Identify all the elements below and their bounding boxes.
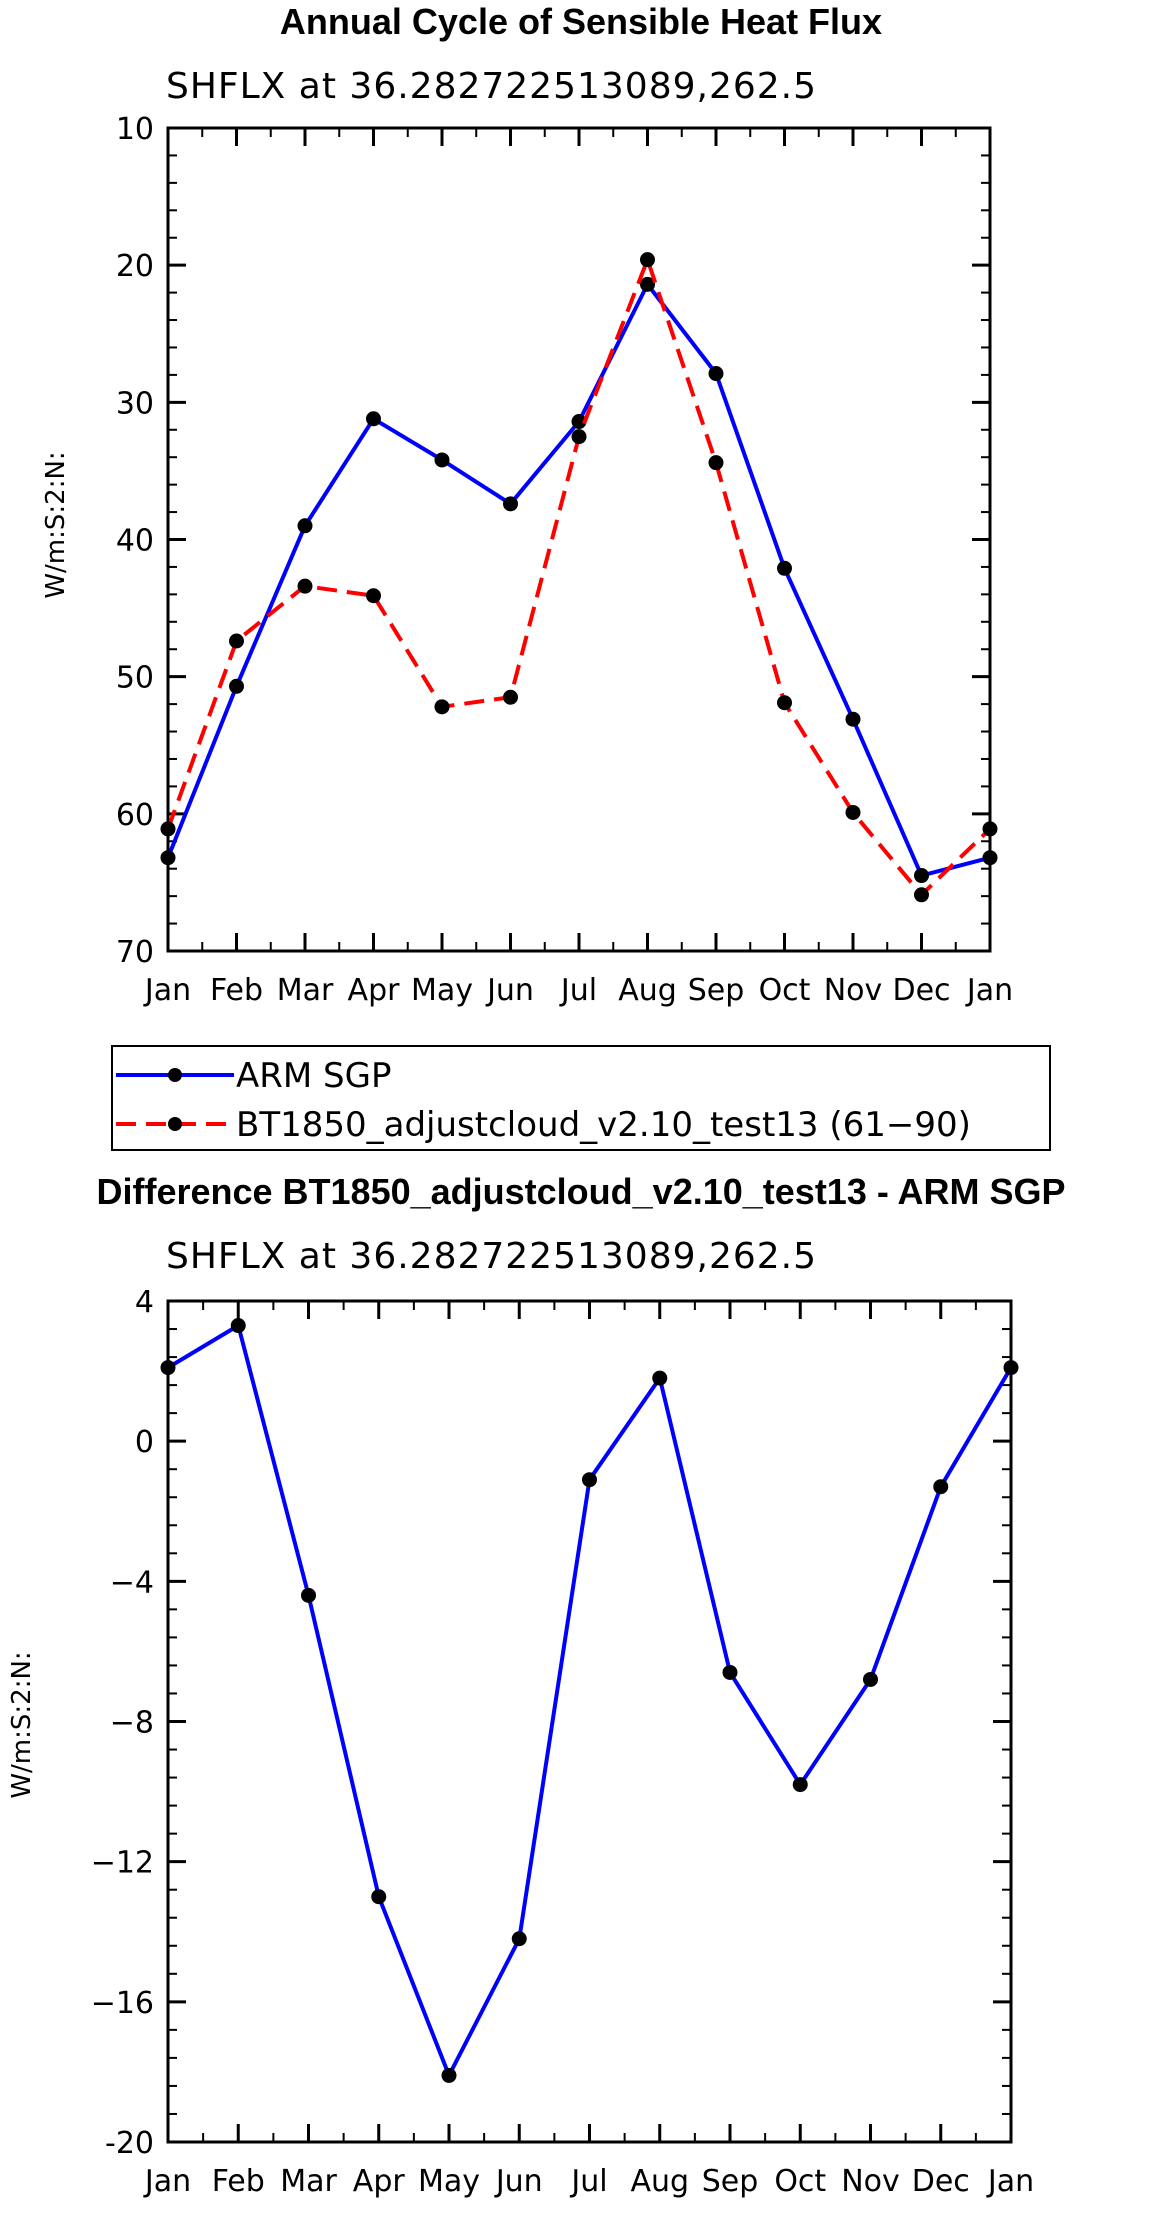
- x-tick-label: Nov: [841, 2164, 900, 2199]
- x-tick-label: Nov: [824, 973, 883, 1008]
- legend-label-arm: ARM SGP: [236, 1056, 391, 1096]
- legend-marker-arm: [168, 1068, 182, 1082]
- data-point-s1-1: [229, 633, 244, 649]
- x-tick-label: Jun: [485, 973, 534, 1008]
- data-point-s1-2: [297, 578, 313, 594]
- chart2-ylabel: W/m:S:2:N:: [7, 1651, 37, 1798]
- chart1-ylabel: W/m:S:2:N:: [41, 451, 71, 598]
- data-point-s0-4: [441, 2067, 457, 2083]
- chart1-subtitle: SHFLX at 36.282722513089,262.5: [166, 66, 817, 107]
- data-point-s0-3: [366, 411, 381, 427]
- data-point-s0-10: [863, 1671, 878, 1687]
- x-tick-label: Dec: [912, 2164, 970, 2199]
- x-tick-label: Jan: [965, 973, 1013, 1008]
- x-tick-label: Aug: [618, 973, 677, 1008]
- data-point-s1-7: [640, 252, 655, 268]
- y-tick-label: 0: [135, 1425, 154, 1460]
- data-point-s0-2: [301, 1587, 316, 1603]
- legend-marker-model: [168, 1117, 182, 1131]
- series-line-0: [166, 282, 991, 878]
- data-point-s0-7: [640, 276, 655, 292]
- data-point-s0-12: [982, 850, 998, 866]
- data-point-s0-3: [371, 1889, 387, 1905]
- chart2-title: Difference BT1850_adjustcloud_v2.10_test…: [96, 1171, 1065, 1212]
- data-point-s0-9: [792, 1777, 808, 1793]
- y-tick-label: 20: [116, 249, 154, 284]
- data-point-s0-2: [297, 518, 313, 534]
- chart2-subtitle: SHFLX at 36.282722513089,262.5: [166, 1236, 817, 1277]
- chart1-legend: ARM SGP BT1850_adjustcloud_v2.10_test13 …: [111, 1045, 1051, 1151]
- data-point-s0-1: [230, 1318, 246, 1334]
- x-tick-label: Sep: [688, 973, 745, 1008]
- y-tick-label: 4: [135, 1285, 154, 1320]
- data-point-s1-12: [982, 821, 998, 837]
- data-point-s1-3: [366, 588, 381, 604]
- x-tick-label: Jan: [143, 973, 191, 1008]
- data-point-s1-8: [708, 455, 724, 471]
- data-point-s0-6: [571, 414, 587, 430]
- x-tick-label: Dec: [892, 973, 950, 1008]
- series-line-0: [166, 1323, 1013, 2078]
- x-tick-label: Jun: [494, 2164, 543, 2199]
- y-tick-label: 50: [116, 661, 154, 696]
- x-tick-label: Jul: [569, 2164, 607, 2199]
- x-tick-label: Mar: [280, 2164, 337, 2199]
- x-tick-label: Feb: [210, 973, 263, 1008]
- x-tick-label: Jul: [559, 973, 597, 1008]
- data-point-s0-9: [777, 560, 792, 576]
- data-point-s1-6: [571, 429, 587, 445]
- x-tick-label: Aug: [630, 2164, 689, 2199]
- data-point-s1-5: [503, 689, 518, 705]
- y-tick-label: 10: [116, 112, 154, 147]
- data-point-s0-6: [582, 1472, 597, 1488]
- y-tick-label: −8: [110, 1706, 154, 1741]
- data-point-s0-1: [229, 678, 244, 694]
- data-point-s0-5: [503, 496, 518, 512]
- data-point-s0-8: [722, 1664, 738, 1680]
- x-tick-label: Jan: [986, 2164, 1034, 2199]
- y-tick-label: −12: [91, 1846, 154, 1881]
- legend-box: [111, 1045, 1051, 1151]
- x-tick-label: Oct: [759, 973, 811, 1008]
- x-tick-label: Feb: [212, 2164, 265, 2199]
- data-point-s1-0: [160, 821, 176, 837]
- data-point-s0-11: [933, 1479, 949, 1495]
- series-line-1: [166, 257, 992, 897]
- data-point-s1-9: [777, 695, 792, 711]
- x-tick-label: Apr: [348, 973, 401, 1008]
- plot-frame: [166, 1299, 1013, 2144]
- x-tick-label: Apr: [353, 2164, 406, 2199]
- y-tick-label: -20: [105, 2126, 154, 2161]
- y-tick-label: −16: [91, 1986, 154, 2021]
- x-tick-label: Oct: [774, 2164, 826, 2199]
- data-point-s0-11: [914, 868, 929, 884]
- data-point-s0-0: [160, 850, 176, 866]
- y-tick-label: −4: [110, 1565, 154, 1600]
- y-tick-label: 60: [116, 798, 154, 833]
- data-point-s1-4: [434, 699, 450, 715]
- data-point-s1-11: [914, 887, 929, 903]
- data-point-s1-10: [845, 804, 861, 820]
- x-tick-label: May: [418, 2164, 480, 2199]
- x-tick-label: Mar: [277, 973, 334, 1008]
- chart1-title: Annual Cycle of Sensible Heat Flux: [280, 1, 882, 42]
- data-point-s0-12: [1003, 1360, 1019, 1376]
- legend-label-model: BT1850_adjustcloud_v2.10_test13 (61−90): [236, 1105, 971, 1145]
- x-tick-label: Jan: [143, 2164, 191, 2199]
- data-point-s0-10: [845, 711, 861, 727]
- y-tick-label: 30: [116, 386, 154, 421]
- data-point-s0-0: [160, 1360, 176, 1376]
- data-point-s0-4: [434, 452, 450, 468]
- data-point-s0-7: [652, 1370, 668, 1386]
- y-tick-label: 70: [116, 935, 154, 970]
- x-tick-label: May: [411, 973, 473, 1008]
- data-point-s0-8: [708, 366, 724, 382]
- x-tick-label: Sep: [702, 2164, 759, 2199]
- data-point-s0-5: [511, 1931, 527, 1947]
- y-tick-label: 40: [116, 524, 154, 559]
